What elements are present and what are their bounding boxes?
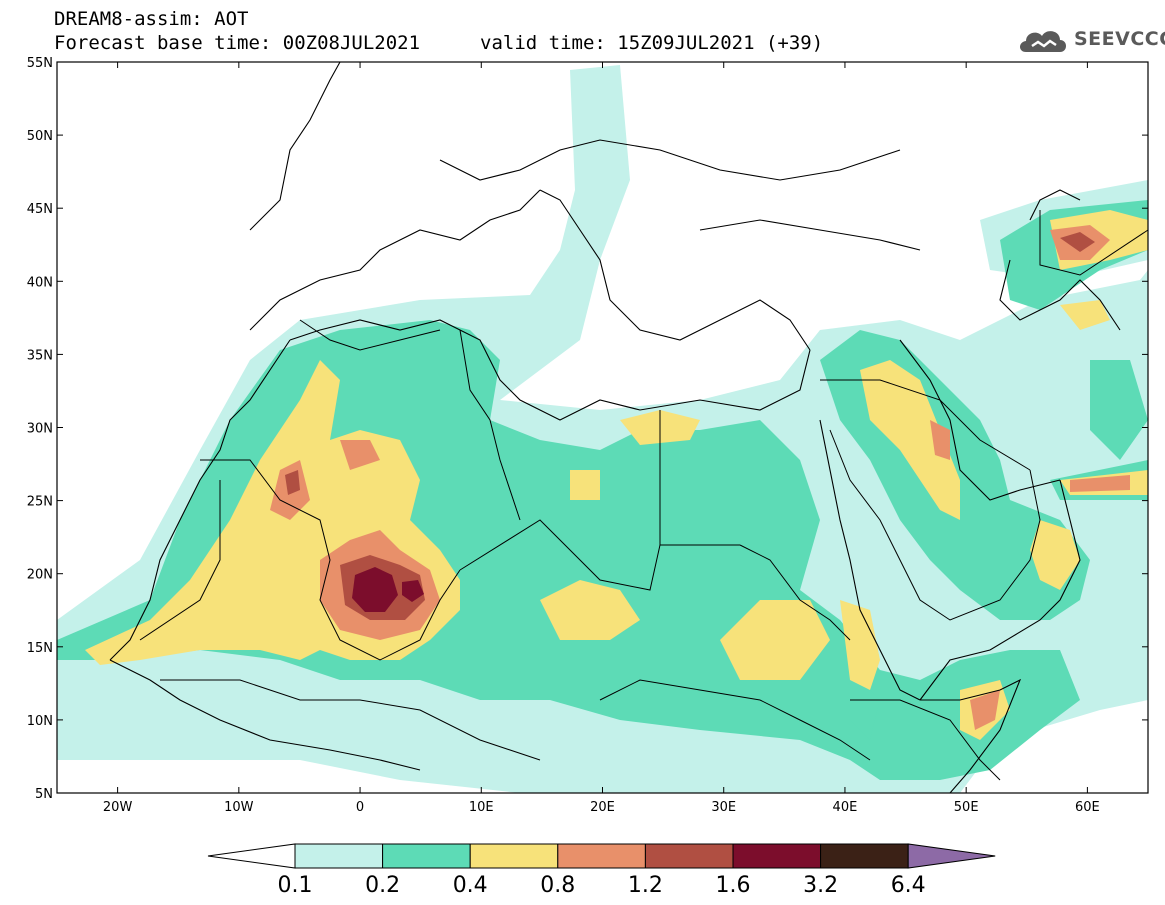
latitude-axis: 55N 50N 45N 40N 35N 30N 25N 20N 15N 10N 5N — [27, 56, 1148, 802]
lat-label: 25N — [27, 495, 53, 510]
colorbar-segment — [469, 843, 559, 869]
forecast-base-time: Forecast base time: 00Z08JUL2021 — [54, 32, 421, 54]
aot-band-1-6 — [352, 567, 424, 612]
lat-label: 40N — [27, 275, 53, 290]
colorbar-segment — [294, 843, 384, 869]
colorbar-segment — [732, 843, 822, 869]
lat-label: 35N — [27, 348, 53, 363]
colorbar-segment — [644, 843, 734, 869]
logo-text: SEEVCCC — [1074, 28, 1165, 50]
lat-label: 20N — [27, 568, 53, 583]
lon-label: 20W — [103, 800, 133, 815]
colorbar-label: 0.2 — [365, 873, 400, 898]
colorbar: 0.1 0.2 0.4 0.8 1.2 1.6 3.2 6.4 — [207, 843, 996, 898]
colorbar-label: 0.1 — [278, 873, 313, 898]
colorbar-label: 3.2 — [803, 873, 838, 898]
lon-label: 10E — [469, 800, 494, 815]
colorbar-left-arrow — [207, 843, 296, 869]
colorbar-right-arrow — [907, 843, 996, 869]
lat-label: 5N — [35, 787, 53, 802]
colorbar-label: 6.4 — [891, 873, 926, 898]
lat-label: 50N — [27, 129, 53, 144]
country-borders — [139, 210, 1149, 781]
lat-label: 15N — [27, 641, 53, 656]
lon-label: 60E — [1075, 800, 1100, 815]
lon-label: 0 — [356, 800, 364, 815]
colorbar-label: 1.2 — [628, 873, 663, 898]
colorbar-segment — [382, 843, 471, 869]
coastlines — [109, 61, 1121, 794]
lat-label: 45N — [27, 202, 53, 217]
time-line: Forecast base time: 00Z08JUL2021 valid t… — [54, 32, 823, 98]
cloud-icon — [1020, 31, 1066, 52]
colorbar-segment — [820, 843, 909, 869]
lon-label: 50E — [954, 800, 979, 815]
lat-label: 10N — [27, 714, 53, 729]
longitude-axis: 20W 10W 0 10E 20E 30E 40E 50E 60E — [103, 62, 1100, 815]
colorbar-label: 0.4 — [453, 873, 488, 898]
seevccc-logo: SEEVCCC — [1016, 24, 1165, 56]
colorbar-label: 0.8 — [540, 873, 575, 898]
colorbar-segment — [557, 843, 646, 869]
lat-label: 30N — [27, 422, 53, 437]
lat-label: 55N — [27, 56, 53, 71]
lon-label: 30E — [711, 800, 736, 815]
lon-label: 40E — [833, 800, 858, 815]
lon-label: 20E — [590, 800, 615, 815]
chart-title: DREAM8-assim: AOT — [54, 8, 249, 30]
lon-label: 10W — [224, 800, 254, 815]
colorbar-label: 1.6 — [716, 873, 751, 898]
valid-time: valid time: 15Z09JUL2021 (+39) — [480, 32, 824, 54]
